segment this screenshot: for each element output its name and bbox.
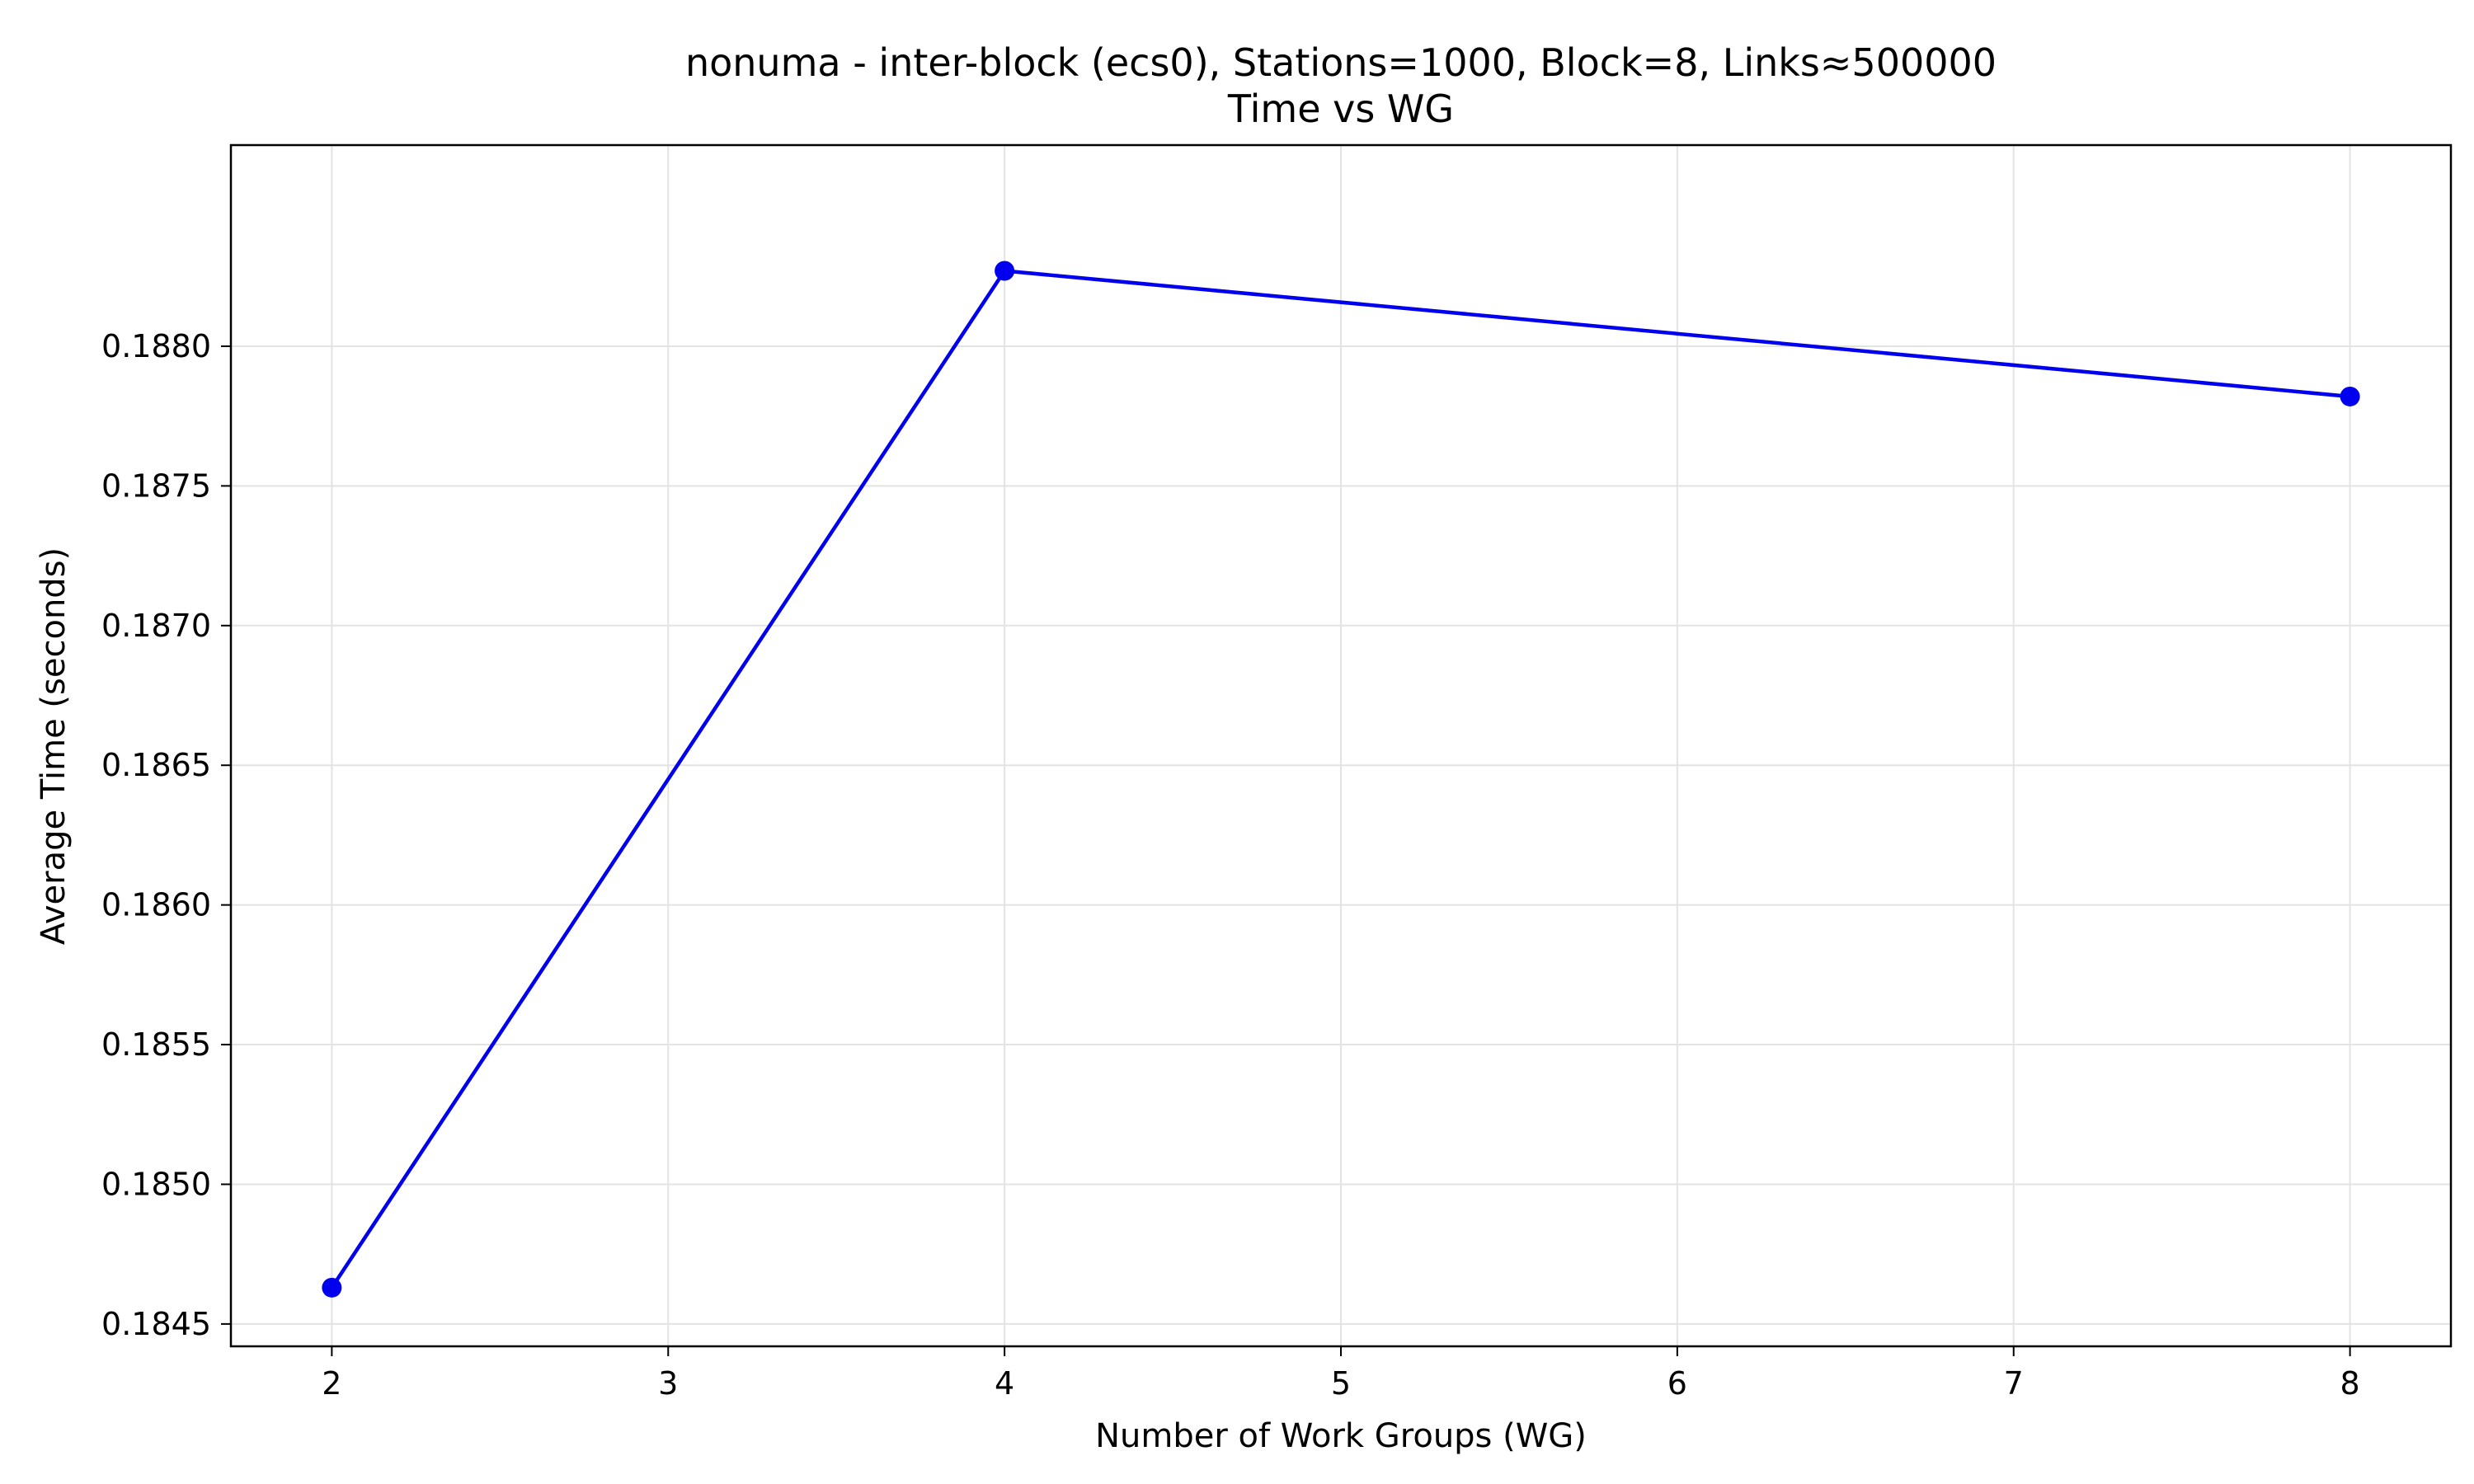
y-tick-label: 0.1855 [101,1026,211,1063]
data-point [995,261,1015,281]
y-tick-label: 0.1880 [101,328,211,364]
x-tick-label: 4 [995,1365,1014,1402]
chart-subtitle: Time vs WG [1227,87,1454,131]
plot-area-frame [229,143,2453,1348]
x-tick-label: 3 [658,1365,678,1402]
y-tick-label: 0.1870 [101,608,211,644]
grid [231,145,2451,1346]
y-axis: 0.1845 0.1850 0.1855 0.1860 0.1865 0.1870 0.18… [101,328,231,1342]
series [322,261,2360,1298]
y-tick-label: 0.1850 [101,1166,211,1202]
chart-title: nonuma - inter-block (ecs0), Stations=10… [685,40,1997,85]
data-point [2340,386,2360,406]
x-tick-label: 5 [1331,1365,1351,1402]
x-tick-label: 8 [2340,1365,2360,1402]
data-point [322,1277,342,1298]
y-tick-label: 0.1845 [101,1306,211,1342]
x-axis: 2 3 4 5 6 7 8 [322,1346,2360,1402]
y-axis-label: Average Time (seconds) [35,547,73,945]
x-tick-label: 2 [322,1365,341,1402]
x-axis-label: Number of Work Groups (WG) [1095,1417,1587,1455]
y-tick-label: 0.1865 [101,747,211,783]
y-tick-label: 0.1860 [101,887,211,923]
x-tick-label: 7 [2004,1365,2024,1402]
y-tick-label: 0.1875 [101,467,211,504]
x-tick-label: 6 [1667,1365,1687,1402]
